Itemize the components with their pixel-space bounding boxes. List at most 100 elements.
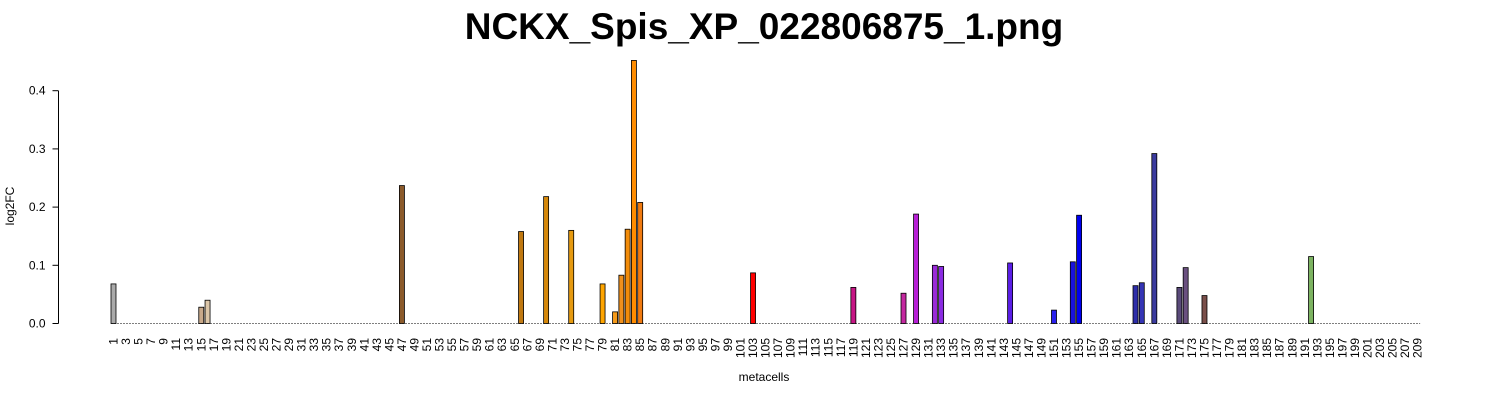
x-tick-label: 39 [345,338,359,352]
x-tick-label: 45 [382,338,396,352]
x-tick-label: 59 [470,338,484,352]
x-tick-label: 147 [1022,338,1036,358]
x-tick-label: 27 [270,338,284,352]
x-tick-label: 51 [420,338,434,352]
x-tick-label: 53 [433,338,447,352]
bar-metacell-167 [1151,153,1158,324]
x-tick-label: 139 [972,338,986,358]
x-tick-label: 193 [1310,338,1324,358]
x-tick-label: 141 [984,338,998,358]
x-tick-label: 195 [1323,338,1337,358]
x-tick-label: 79 [596,338,610,352]
x-tick-label: 13 [182,338,196,352]
x-tick-label: 57 [458,338,472,352]
x-tick-label: 25 [257,338,271,352]
x-tick-label: 43 [370,338,384,352]
x-tick-label: 95 [696,338,710,352]
x-tick-label: 131 [922,338,936,358]
bar-metacell-47 [399,185,405,324]
x-tick-label: 201 [1361,338,1375,358]
x-tick-label: 165 [1135,338,1149,358]
x-tick-label: 177 [1210,338,1224,358]
x-axis-label: metacells [739,370,790,384]
x-tick-label: 103 [746,338,760,358]
x-tick-label: 187 [1273,338,1287,358]
bar-metacell-132 [931,264,938,324]
bar-metacell-74 [568,229,575,324]
x-tick-label: 163 [1122,338,1136,358]
x-tick-label: 133 [934,338,948,358]
x-tick-label: 81 [608,338,622,352]
x-tick-label: 185 [1260,338,1274,358]
x-tick-label: 205 [1386,338,1400,358]
x-tick-label: 29 [282,338,296,352]
bar-metacell-70 [543,196,550,324]
x-tick-label: 189 [1285,338,1299,358]
x-tick-label: 7 [144,338,158,345]
x-tick-label: 3 [119,338,133,345]
bar-metacell-151 [1051,309,1057,324]
x-tick-label: 207 [1398,338,1412,358]
x-tick-label: 197 [1335,338,1349,358]
x-tick-label: 61 [483,338,497,352]
x-tick-label: 33 [307,338,321,352]
x-tick-label: 19 [219,338,233,352]
x-tick-label: 127 [897,338,911,358]
x-tick-label: 125 [884,338,898,358]
y-ticks: 0.0 0.1 0.2 0.3 0.4 [29,84,59,331]
bar-metacell-165 [1138,282,1145,324]
bar-metacell-1 [110,283,117,324]
x-tick-label: 17 [207,338,221,352]
bar-metacell-81 [612,311,618,324]
x-tick-label: 23 [244,338,258,352]
x-tick-label: 167 [1147,338,1161,358]
x-tick-label: 89 [658,338,672,352]
bar-metacell-83 [624,228,631,324]
x-tick-label: 5 [132,338,146,345]
x-tick-label: 69 [533,338,547,352]
x-tick-label: 171 [1172,338,1186,358]
x-tick-label: 37 [332,338,346,352]
bar-metacell-66 [518,231,524,324]
bar-metacell-119 [850,287,857,324]
x-tick-label: 209 [1411,338,1425,358]
x-tick-label: 121 [859,338,873,358]
x-tick-label: 117 [834,338,848,357]
x-tick-label: 87 [646,338,660,352]
x-tick-label: 183 [1248,338,1262,358]
x-tick-label: 123 [871,338,885,358]
x-tick-label: 15 [194,338,208,352]
x-tick-label: 135 [947,338,961,358]
y-tick-label: 0.4 [29,84,46,98]
x-tick-label: 41 [357,338,371,352]
x-tick-label: 203 [1373,338,1387,358]
x-tick-label: 137 [959,338,973,358]
bar-metacell-154 [1069,261,1076,324]
x-tick-label: 153 [1060,338,1074,358]
x-tick-label: 181 [1235,338,1249,358]
x-tick-label: 105 [759,338,773,358]
x-tick-label: 129 [909,338,923,358]
x-tick-label: 91 [671,338,685,352]
x-tick-label: 161 [1110,338,1124,358]
x-tick-label: 179 [1223,338,1237,358]
x-tick-label: 77 [583,338,597,352]
x-tick-label: 101 [734,338,748,358]
bar-metacell-164 [1132,285,1139,324]
x-tick-label: 83 [621,338,635,352]
bars [110,60,1314,324]
x-tick-label: 157 [1085,338,1099,358]
x-tick-label: 55 [445,338,459,352]
bar-metacell-103 [750,272,756,324]
x-tick-label: 21 [232,338,246,352]
x-tick-label: 67 [520,338,534,352]
y-axis-label: log2FC [3,186,17,225]
y-tick-label: 0.0 [29,317,46,331]
bar-metacell-192 [1308,256,1314,324]
x-tick-label: 99 [721,338,735,352]
x-tick-label: 75 [570,338,584,352]
x-tick-label: 113 [809,338,823,357]
chart-title: NCKX_Spis_XP_022806875_1.png [464,6,1064,47]
